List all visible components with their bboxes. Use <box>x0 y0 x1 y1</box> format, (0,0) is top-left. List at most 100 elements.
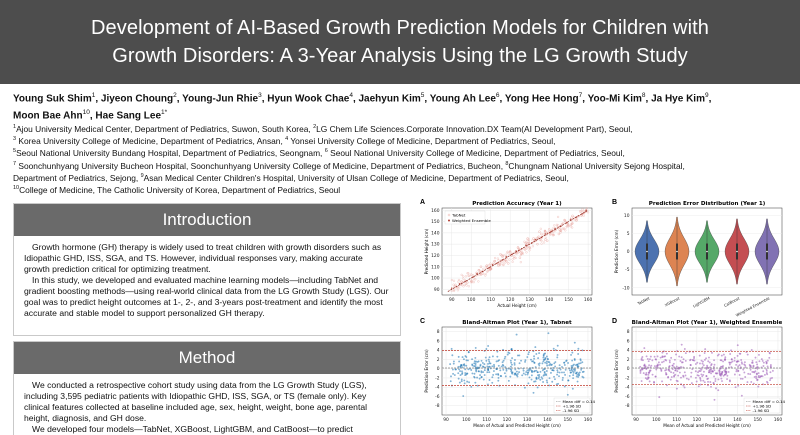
C-point <box>527 353 530 356</box>
A-point <box>467 274 470 277</box>
C-point <box>548 384 551 387</box>
D-point <box>682 358 685 361</box>
C-point <box>460 380 463 383</box>
D-point <box>683 348 686 350</box>
A-point <box>553 224 556 227</box>
A-point-ensemble <box>450 287 453 290</box>
C-point <box>563 371 565 374</box>
D-point <box>641 356 644 358</box>
A-point-tabnet <box>466 281 469 284</box>
D-point <box>750 349 753 351</box>
C-point <box>458 368 461 371</box>
D-point <box>700 359 703 362</box>
author-name: Moon Bae Ahn <box>13 110 83 122</box>
C-y-tick-label: 8 <box>437 329 440 335</box>
D-point <box>664 358 667 361</box>
A-point <box>502 264 505 267</box>
C-point <box>462 395 465 397</box>
A-y-tick-label: 120 <box>431 253 440 259</box>
D-point <box>657 361 660 364</box>
C-point <box>576 373 579 376</box>
D-point <box>700 373 703 376</box>
D-point <box>684 374 687 377</box>
C-point <box>481 365 484 368</box>
panel-letter-d: D <box>612 318 617 325</box>
A-point-tabnet <box>508 250 512 254</box>
C-point <box>487 362 489 365</box>
C-point <box>539 378 542 381</box>
A-point <box>450 278 453 282</box>
A-x-tick-label: 100 <box>467 297 476 303</box>
C-point <box>546 381 549 384</box>
D-point <box>730 358 733 361</box>
C-point <box>464 368 467 371</box>
C-point <box>578 374 580 377</box>
C-point <box>457 355 460 358</box>
A-point <box>454 283 457 286</box>
affiliation-number: 4 <box>285 136 289 143</box>
C-point <box>509 375 512 378</box>
D-point <box>694 363 697 365</box>
D-point <box>701 362 704 365</box>
C-point <box>532 391 535 394</box>
D-point <box>743 371 746 374</box>
D-point <box>682 375 685 378</box>
D-point <box>702 379 705 382</box>
D-point <box>720 377 723 380</box>
C-point <box>581 375 584 378</box>
C-point <box>471 372 474 375</box>
D-point <box>703 358 706 361</box>
C-point <box>582 370 585 373</box>
C-point <box>579 359 582 362</box>
C-point <box>496 350 499 353</box>
C-point <box>486 371 489 374</box>
D-point <box>706 364 709 367</box>
A-point <box>508 258 511 261</box>
C-panel-title: Bland-Altman Plot (Year 1), Tabnet <box>462 320 572 326</box>
C-point <box>578 362 580 365</box>
D-point <box>651 359 654 362</box>
D-point <box>707 360 710 363</box>
D-point <box>769 379 771 382</box>
A-point <box>514 256 517 259</box>
D-point <box>707 384 709 387</box>
C-point <box>576 380 579 383</box>
D-x-axis-label: Mean of Actual and Predicted Height (cm) <box>663 423 751 428</box>
D-point <box>749 373 752 376</box>
A-x-tick-label: 90 <box>449 297 455 303</box>
D-point <box>643 363 646 366</box>
D-point <box>678 355 681 358</box>
author-affiliation-number: 1 <box>91 92 96 99</box>
A-point-tabnet <box>473 277 477 281</box>
C-point <box>547 361 550 363</box>
C-point <box>570 371 573 374</box>
D-point <box>685 377 688 380</box>
affiliation-text: Chungnam National University Sejong Hosp… <box>508 160 685 171</box>
D-point <box>669 378 672 381</box>
A-x-tick-label: 130 <box>525 297 534 303</box>
C-point <box>510 370 513 373</box>
A-point <box>468 274 471 277</box>
C-point <box>526 373 529 376</box>
B-y-tick-label: 10 <box>624 213 630 219</box>
C-point <box>573 369 576 372</box>
A-point <box>585 207 588 210</box>
D-point <box>695 380 698 383</box>
A-point-tabnet <box>479 265 483 268</box>
A-point-tabnet <box>557 232 561 236</box>
A-point <box>561 222 564 225</box>
D-point <box>752 364 755 367</box>
D-point <box>710 372 713 375</box>
A-point-tabnet <box>526 237 529 240</box>
C-x-axis-label: Mean of Actual and Predicted Height (cm) <box>473 423 561 428</box>
D-point <box>722 374 725 377</box>
C-point <box>458 381 461 384</box>
D-point <box>665 372 667 374</box>
D-point <box>711 369 714 372</box>
C-point <box>506 353 509 356</box>
C-point <box>473 362 476 365</box>
affiliation-text: Department of Pediatrics, Sejong, <box>13 172 141 183</box>
C-y-tick-label: 6 <box>437 338 440 344</box>
A-point <box>538 238 541 241</box>
C-point <box>459 370 462 373</box>
